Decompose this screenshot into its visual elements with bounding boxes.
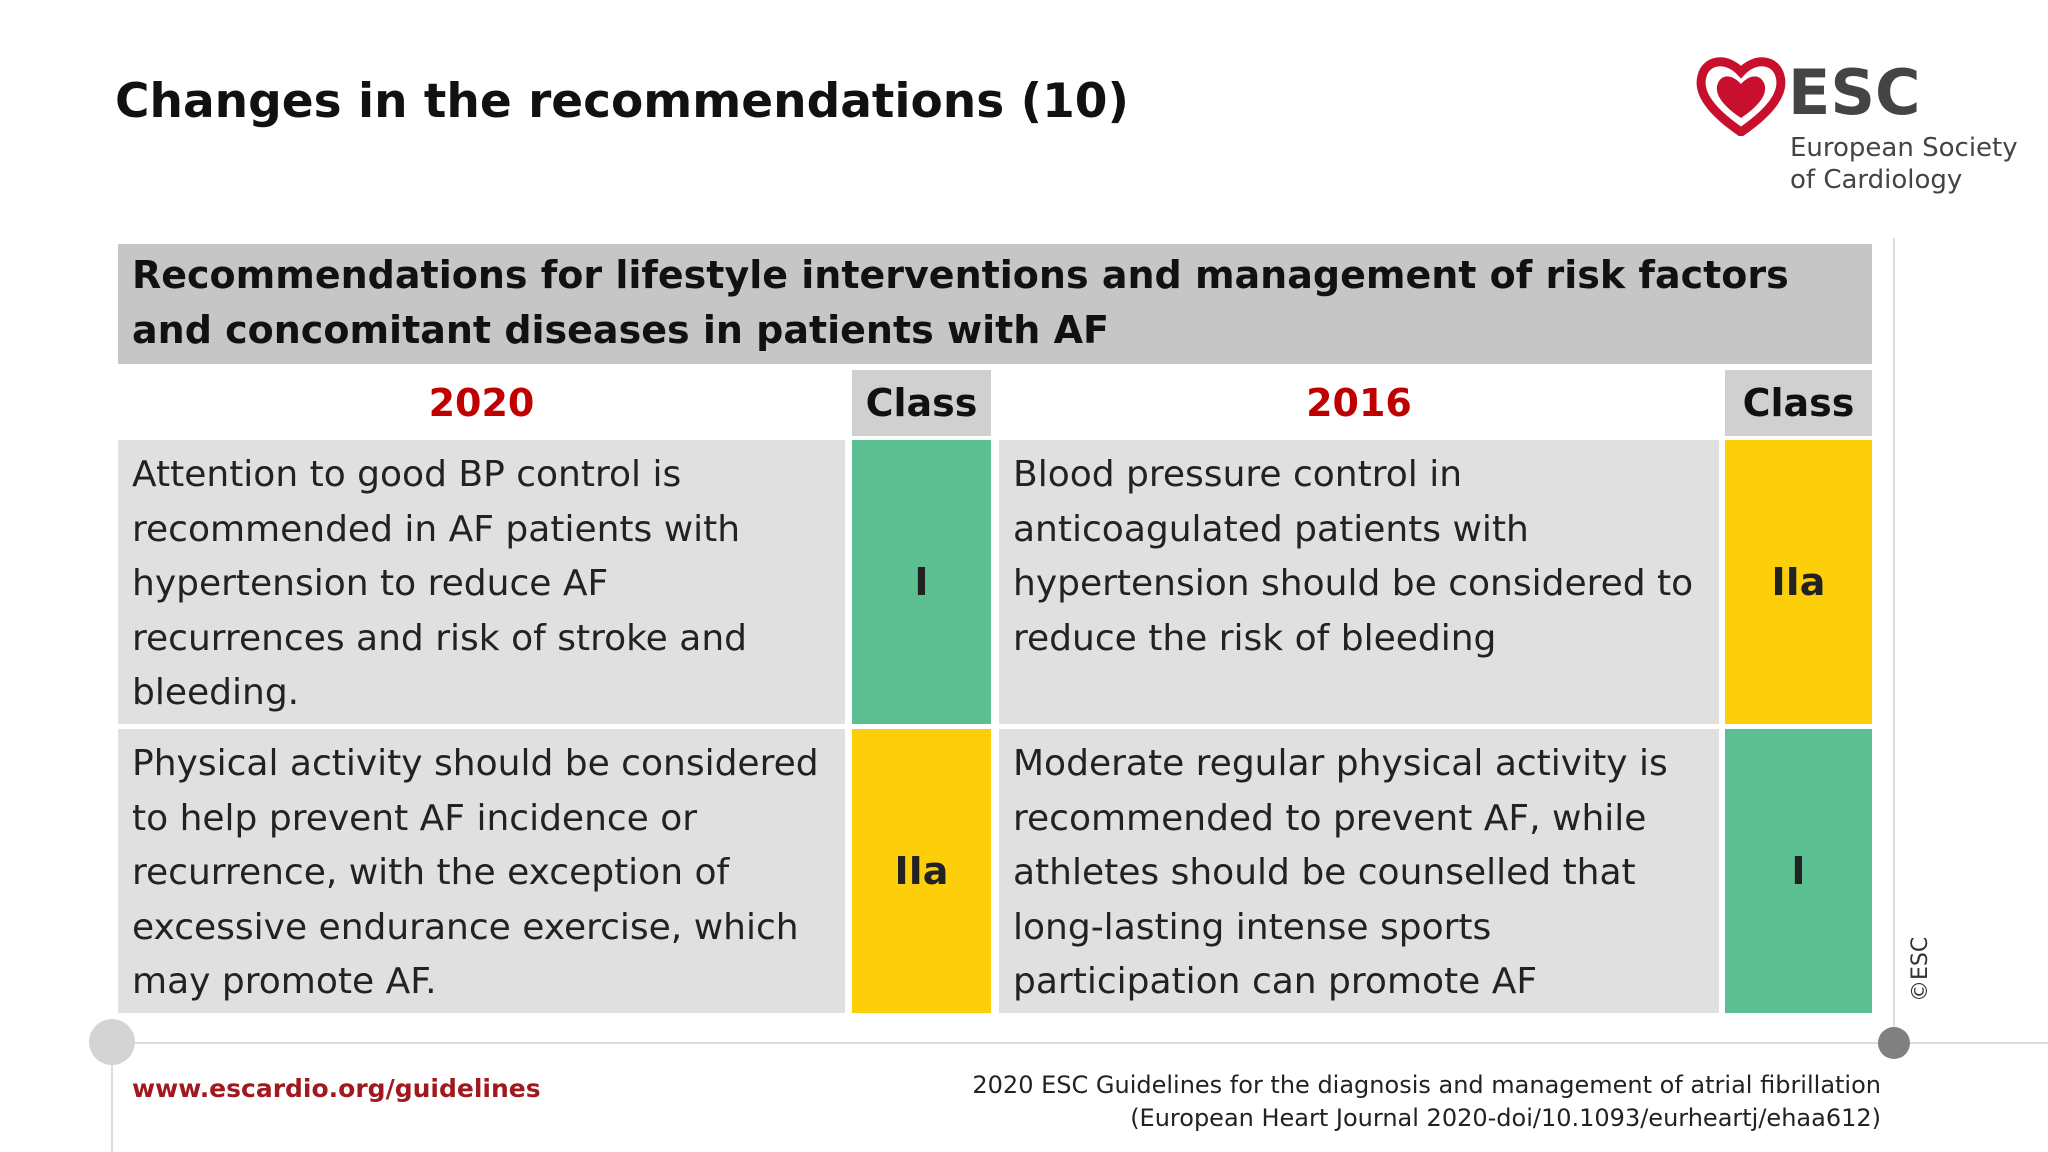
recommendation: Blood pressure control in anticoagulated… — [999, 440, 1719, 724]
recommendation: Physical activity should be considered t… — [118, 729, 845, 1013]
logo-line: European Society — [1790, 133, 2018, 163]
recommendation: Moderate regular physical activity is re… — [999, 729, 1719, 1013]
citation-line: (European Heart Journal 2020-doi/10.1093… — [1130, 1104, 1881, 1132]
dot — [89, 1019, 135, 1065]
citation-line: 2020 ESC Guidelines for the diagnosis an… — [972, 1071, 1881, 1099]
copyright: ©ESC — [1908, 936, 1933, 1002]
column-header: 2020 — [118, 370, 845, 436]
citation: 2020 ESC Guidelines for the diagnosis an… — [972, 1069, 1881, 1135]
column-header: 2016 — [999, 370, 1719, 436]
divider — [111, 1042, 113, 1152]
slide-title: Changes in the recommendations (10) — [115, 74, 1129, 129]
logo-subtitle: European Society of Cardiology — [1790, 132, 2018, 196]
divider — [1893, 238, 1895, 1042]
dot — [1878, 1027, 1910, 1059]
class-cell: I — [1725, 729, 1872, 1013]
class-cell: IIa — [852, 729, 991, 1013]
class-cell: IIa — [1725, 440, 1872, 724]
logo-line: of Cardiology — [1790, 165, 1963, 195]
logo-heart — [1696, 57, 1786, 136]
footer-url[interactable]: www.escardio.org/guidelines — [132, 1074, 541, 1103]
column-header: Class — [1725, 370, 1872, 436]
divider — [111, 1042, 2048, 1044]
recommendation: Attention to good BP control is recommen… — [118, 440, 845, 724]
class-cell: I — [852, 440, 991, 724]
logo-name: ESC — [1788, 56, 1921, 129]
table-caption: Recommendations for lifestyle interventi… — [118, 244, 1872, 364]
column-header: Class — [852, 370, 991, 436]
